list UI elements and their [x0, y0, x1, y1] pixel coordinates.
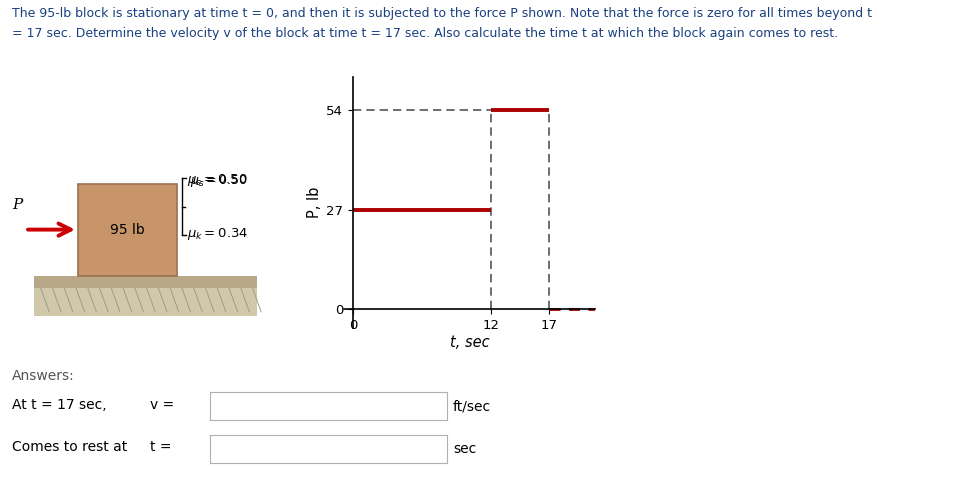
- Y-axis label: P, lb: P, lb: [307, 187, 322, 218]
- Text: i: i: [197, 442, 201, 456]
- Text: ft/sec: ft/sec: [453, 399, 491, 414]
- Text: Comes to rest at: Comes to rest at: [12, 440, 127, 455]
- Text: P: P: [13, 198, 22, 212]
- Text: v =: v =: [150, 398, 174, 412]
- Text: $\mu_s = 0.50$: $\mu_s = 0.50$: [187, 172, 248, 187]
- Text: At t = 17 sec,: At t = 17 sec,: [12, 398, 106, 412]
- Bar: [77, 184, 177, 276]
- Text: t =: t =: [150, 440, 171, 455]
- Bar: [35, 276, 257, 288]
- Text: $\mu_k = 0.34$: $\mu_k = 0.34$: [187, 226, 248, 242]
- Bar: [35, 288, 257, 316]
- Text: 95 lb: 95 lb: [110, 223, 145, 237]
- Text: sec: sec: [453, 442, 476, 456]
- Text: i: i: [197, 399, 201, 414]
- Text: Answers:: Answers:: [12, 369, 75, 383]
- X-axis label: t, sec: t, sec: [450, 335, 489, 350]
- Text: The 95-lb block is stationary at time t = 0, and then it is subjected to the for: The 95-lb block is stationary at time t …: [12, 7, 871, 20]
- Text: $\mu_s = 0.50$: $\mu_s = 0.50$: [190, 173, 248, 188]
- Text: = 17 sec. Determine the velocity v of the block at time t = 17 sec. Also calcula: = 17 sec. Determine the velocity v of th…: [12, 27, 837, 40]
